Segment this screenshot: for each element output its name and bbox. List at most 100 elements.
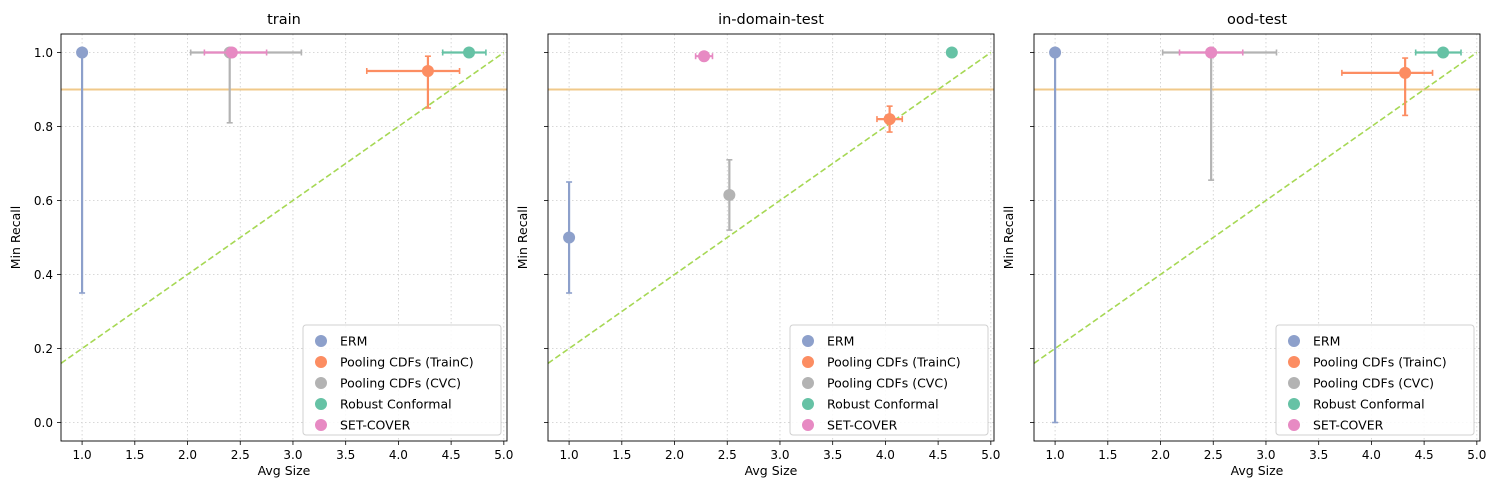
legend-marker (315, 335, 327, 347)
x-tick-label: 2.5 (1204, 448, 1223, 462)
x-axis-label: Avg Size (258, 463, 311, 478)
series-set-cover (694, 50, 714, 63)
x-tick-label: 1.5 (612, 448, 631, 462)
legend-label: SET-COVER (340, 418, 411, 433)
legend-item-erm: ERM (315, 334, 367, 349)
axes-frame (1033, 33, 1481, 442)
x-axis-label: Avg Size (745, 463, 798, 478)
series-robust-conformal (945, 46, 958, 59)
series-pooling-cdfs-cvc (1161, 46, 1278, 181)
x-tick-label: 4.5 (442, 448, 461, 462)
x-tick-label: 5.0 (1467, 448, 1486, 462)
legend-item-robust-conformal: Robust Conformal (315, 397, 452, 412)
legend-marker (315, 419, 327, 431)
x-tick-label: 5.0 (494, 448, 513, 462)
legend-label: ERM (827, 334, 854, 349)
legend-label: Pooling CDFs (TrainC) (1313, 355, 1447, 370)
legend-label: ERM (340, 334, 367, 349)
x-tick-label: 4.0 (1362, 448, 1381, 462)
series-set-cover (203, 46, 268, 59)
legend-marker (802, 377, 814, 389)
chart-title: ood-test (1227, 12, 1287, 28)
series-pooling-cdfs-trainc (876, 105, 904, 133)
y-axis-label: Min Recall (515, 206, 530, 269)
y-tick-label: 0.6 (34, 194, 53, 208)
legend-item-set-cover: SET-COVER (1288, 418, 1384, 433)
data-point (1437, 46, 1450, 59)
x-tick-label: 1.0 (73, 448, 92, 462)
legend-marker (1288, 335, 1300, 347)
x-tick-label: 2.0 (665, 448, 684, 462)
legend-marker (315, 356, 327, 368)
series-set-cover (1178, 46, 1244, 59)
series-erm (563, 181, 576, 294)
legend-item-set-cover: SET-COVER (802, 418, 898, 433)
data-point (1399, 66, 1412, 79)
x-tick-label: 1.0 (560, 448, 579, 462)
plot-area (1034, 46, 1480, 424)
legend-label: Pooling CDFs (CVC) (827, 376, 948, 391)
legend-item-robust-conformal: Robust Conformal (1288, 397, 1425, 412)
x-tick-label: 3.5 (336, 448, 355, 462)
series-pooling-cdfs-trainc (365, 55, 461, 109)
y-tick-label: 0.0 (34, 416, 53, 430)
plot-area (548, 46, 994, 364)
legend-marker (1288, 356, 1300, 368)
plot-area (61, 46, 507, 364)
legend-marker (802, 335, 814, 347)
legend-item-pooling-cdfs-cvc: Pooling CDFs (CVC) (1288, 376, 1434, 391)
legend-box (1275, 324, 1475, 436)
legend-box (302, 324, 502, 436)
legend: ERM Pooling CDFs (TrainC) Pooling CDFs (CV… (302, 324, 502, 436)
legend: ERM Pooling CDFs (TrainC) Pooling CDFs (CV… (789, 324, 989, 436)
legend-item-set-cover: SET-COVER (315, 418, 411, 433)
legend-marker (1288, 398, 1300, 410)
legend-label: SET-COVER (827, 418, 898, 433)
data-point (563, 231, 576, 244)
legend-label: SET-COVER (1313, 418, 1384, 433)
legend-item-pooling-cdfs-trainc: Pooling CDFs (TrainC) (1288, 355, 1447, 370)
legend-box (789, 324, 989, 436)
x-tick-label: 5.0 (981, 448, 1000, 462)
x-axis-label: Avg Size (1231, 463, 1284, 478)
legend-item-pooling-cdfs-trainc: Pooling CDFs (TrainC) (315, 355, 474, 370)
x-tick-label: 4.5 (1415, 448, 1434, 462)
x-tick-label: 1.0 (1046, 448, 1065, 462)
legend-item-erm: ERM (1288, 334, 1340, 349)
legend-marker (802, 398, 814, 410)
legend-marker (802, 419, 814, 431)
legend-label: Robust Conformal (827, 397, 939, 412)
y-tick-label: 0.2 (34, 342, 53, 356)
legend-marker (1288, 377, 1300, 389)
legend-label: ERM (1313, 334, 1340, 349)
panel-ood-test: 1.0 1.5 2.0 2.5 3.0 3.5 4.0 4.5 5.0 ood-test Avg S… (1001, 12, 1486, 478)
data-point (1049, 46, 1062, 59)
x-tick-label: 3.0 (283, 448, 302, 462)
data-point (883, 113, 896, 126)
legend-label: Pooling CDFs (CVC) (340, 376, 461, 391)
legend-label: Pooling CDFs (TrainC) (340, 355, 474, 370)
y-tick-label: 0.8 (34, 120, 53, 134)
data-point (698, 50, 711, 63)
data-point (1205, 46, 1218, 59)
legend-marker (315, 398, 327, 410)
x-tick-label: 2.5 (231, 448, 250, 462)
series-pooling-cdfs-trainc (1341, 57, 1434, 117)
legend-item-erm: ERM (802, 334, 854, 349)
legend-item-pooling-cdfs-cvc: Pooling CDFs (CVC) (802, 376, 948, 391)
x-tick-label: 1.5 (1098, 448, 1117, 462)
x-tick-label: 1.5 (125, 448, 144, 462)
panel-train: 1.0 1.5 2.0 2.5 3.0 3.5 4.0 4.5 5.0 0.0 0.2 0.4 0.6 0… (8, 12, 513, 478)
data-point (76, 46, 89, 59)
x-tick-label: 4.5 (929, 448, 948, 462)
legend-marker (315, 377, 327, 389)
legend-item-robust-conformal: Robust Conformal (802, 397, 939, 412)
legend-marker (802, 356, 814, 368)
x-tick-label: 4.0 (876, 448, 895, 462)
legend-label: Robust Conformal (340, 397, 452, 412)
legend-label: Pooling CDFs (CVC) (1313, 376, 1434, 391)
series-pooling-cdfs-cvc (189, 46, 303, 124)
chart-title: in-domain-test (718, 12, 824, 28)
axes-frame (547, 33, 995, 442)
x-tick-label: 3.0 (770, 448, 789, 462)
